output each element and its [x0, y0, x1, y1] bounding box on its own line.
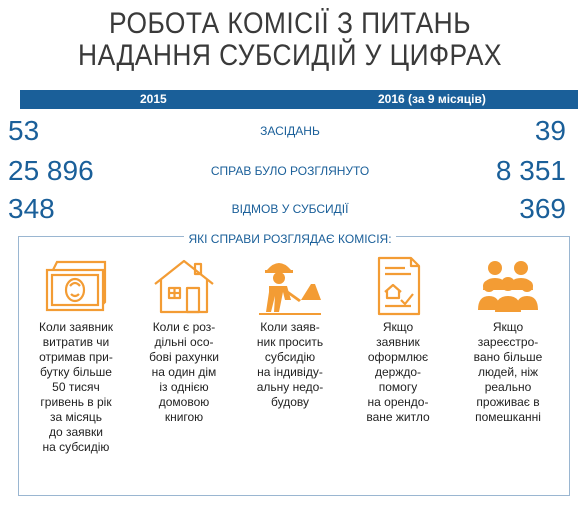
stat-2015-value: 25 896	[8, 155, 94, 186]
case-description: Якщо зареєстро- вано більше людей, ніж р…	[473, 320, 543, 424]
case-item-accounts: Коли є роз- дільні осо- бові рахунки на …	[132, 256, 236, 425]
case-item-income: Коли заявник витратив чи отримав при- бу…	[24, 256, 128, 455]
construction-worker-icon	[257, 256, 323, 316]
stat-2016-value: 8 351	[495, 155, 566, 186]
page-title: РОБОТА КОМІСІЇ З ПИТАНЬ НАДАННЯ СУБСИДІЙ…	[35, 8, 545, 72]
year-2016-label: 2016 (за 9 місяців)	[378, 92, 486, 106]
case-description: Коли заяв- ник просить субсидію на індив…	[256, 320, 324, 409]
stat-2015-value: 53	[8, 115, 40, 146]
stat-row-refusals: 348 ВІДМОВ У СУБСИДІЇ 369	[0, 194, 580, 224]
case-description: Якщо заявник оформлює держдо- помогу на …	[366, 320, 430, 424]
stat-label: ЗАСІДАНЬ	[260, 124, 320, 138]
title-line-1: РОБОТА КОМІСІЇ З ПИТАНЬ	[109, 7, 471, 40]
case-description: Коли є роз- дільні осо- бові рахунки на …	[149, 320, 219, 424]
stat-label: СПРАВ БУЛО РОЗГЛЯНУТО	[210, 164, 370, 178]
case-item-registered: Якщо зареєстро- вано більше людей, ніж р…	[456, 256, 560, 425]
cases-heading: ЯКІ СПРАВИ РОЗГЛЯДАЄ КОМІСІЯ:	[0, 230, 580, 248]
stat-row-cases: 25 896 СПРАВ БУЛО РОЗГЛЯНУТО 8 351	[0, 156, 580, 186]
stat-label: ВІДМОВ У СУБСИДІЇ	[231, 202, 349, 216]
people-group-icon	[475, 256, 541, 316]
title-line-2: НАДАННЯ СУБСИДІЙ У ЦИФРАХ	[78, 39, 502, 72]
stat-2015-value: 348	[8, 193, 55, 224]
stat-row-meetings: 53 ЗАСІДАНЬ 39	[0, 116, 580, 146]
year-header-bar: 2015 2016 (за 9 місяців)	[20, 90, 578, 109]
money-icon	[43, 256, 109, 316]
document-icon	[365, 256, 431, 316]
case-description: Коли заявник витратив чи отримав при- бу…	[38, 320, 114, 454]
cases-heading-text: ЯКІ СПРАВИ РОЗГЛЯДАЄ КОМІСІЯ:	[184, 232, 396, 246]
house-icon	[151, 256, 217, 316]
case-item-rental: Якщо заявник оформлює держдо- помогу на …	[346, 256, 450, 425]
case-item-construction: Коли заяв- ник просить субсидію на індив…	[238, 256, 342, 410]
year-2015-label: 2015	[140, 92, 167, 106]
stat-2016-value: 369	[519, 193, 566, 224]
stat-2016-value: 39	[534, 115, 566, 146]
